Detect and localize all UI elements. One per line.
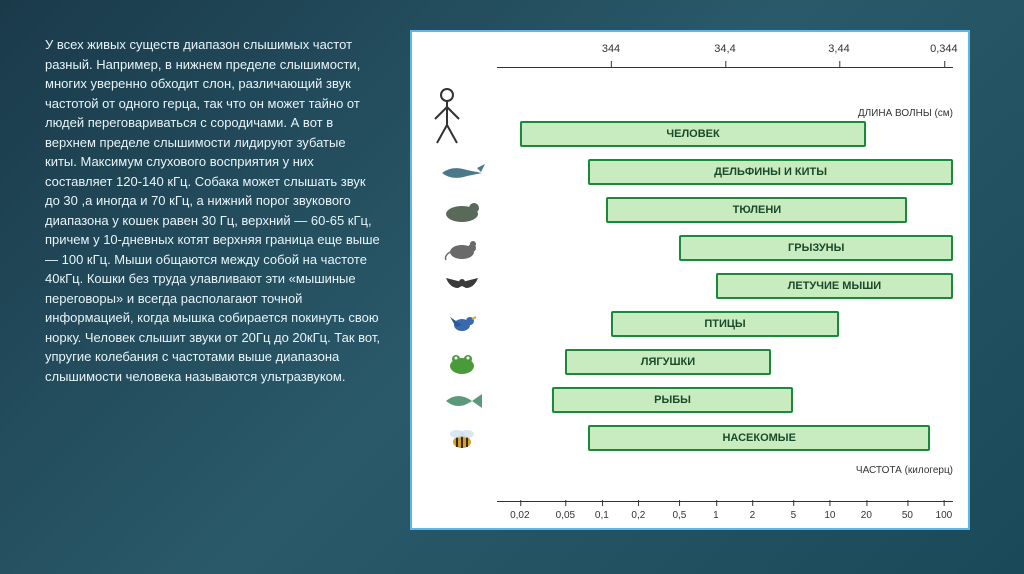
chart-row: ГРЫЗУНЫ: [427, 231, 953, 267]
range-bar: ЛЯГУШКИ: [565, 349, 770, 375]
bar-track: РЫБЫ: [497, 387, 953, 415]
bar-track: НАСЕКОМЫЕ: [497, 425, 953, 453]
frequency-tick: 0,5: [672, 510, 686, 521]
frequency-tick: 50: [902, 510, 913, 521]
bar-track: ГРЫЗУНЫ: [497, 235, 953, 263]
frequency-tick: 100: [936, 510, 953, 521]
wavelength-tick: 344: [602, 43, 620, 55]
wavelength-tick: 3,44: [828, 43, 849, 55]
frog-icon: [427, 350, 497, 376]
frequency-tick: 0,1: [595, 510, 609, 521]
chart-row: ЧЕЛОВЕК: [427, 117, 953, 153]
range-bar: ГРЫЗУНЫ: [679, 235, 953, 261]
range-bar: ЛЕТУЧИЕ МЫШИ: [716, 273, 953, 299]
range-bar: ТЮЛЕНИ: [606, 197, 907, 223]
bar-track: ДЕЛЬФИНЫ И КИТЫ: [497, 159, 953, 187]
frequency-tick: 2: [750, 510, 756, 521]
bird-icon: [427, 311, 497, 339]
hearing-range-chart: 34434,43,440,344 ДЛИНА ВОЛНЫ (см) ЧЕЛОВЕ…: [410, 30, 970, 530]
bar-track: ТЮЛЕНИ: [497, 197, 953, 225]
rodent-icon: [427, 236, 497, 262]
range-bar: РЫБЫ: [552, 387, 794, 413]
chart-row: ПТИЦЫ: [427, 307, 953, 343]
frequency-tick: 1: [713, 510, 719, 521]
wavelength-tick: 0,344: [930, 43, 958, 55]
range-bar: ДЕЛЬФИНЫ И КИТЫ: [588, 159, 953, 185]
bar-track: ЛЕТУЧИЕ МЫШИ: [497, 273, 953, 301]
chart-row: ЛЯГУШКИ: [427, 345, 953, 381]
seal-icon: [427, 198, 497, 224]
range-bar: ПТИЦЫ: [611, 311, 839, 337]
chart-rows: ЧЕЛОВЕК ДЕЛЬФИНЫ И КИТЫ ТЮЛЕНИ ГРЫЗУНЫ ЛЕТУЧ…: [427, 117, 953, 457]
wavelength-tick: 34,4: [714, 43, 735, 55]
chart-panel: 34434,43,440,344 ДЛИНА ВОЛНЫ (см) ЧЕЛОВЕ…: [400, 0, 1024, 574]
frequency-tick: 0,2: [631, 510, 645, 521]
frequency-tick: 10: [824, 510, 835, 521]
bar-track: ЛЯГУШКИ: [497, 349, 953, 377]
bar-track: ПТИЦЫ: [497, 311, 953, 339]
text-panel: У всех живых существ диапазон слышимых ч…: [0, 0, 400, 574]
frequency-tick: 5: [791, 510, 797, 521]
bee-icon: [427, 426, 497, 452]
wavelength-axis: 34434,43,440,344 ДЛИНА ВОЛНЫ (см): [497, 67, 953, 97]
bar-track: ЧЕЛОВЕК: [497, 121, 953, 149]
body-text: У всех живых существ диапазон слышимых ч…: [45, 35, 380, 386]
range-bar: ЧЕЛОВЕК: [520, 121, 867, 147]
chart-row: ЛЕТУЧИЕ МЫШИ: [427, 269, 953, 305]
frequency-tick: 0,05: [556, 510, 575, 521]
bat-icon: [427, 274, 497, 300]
range-bar: НАСЕКОМЫЕ: [588, 425, 930, 451]
chart-row: ТЮЛЕНИ: [427, 193, 953, 229]
frequency-tick: 20: [861, 510, 872, 521]
chart-row: РЫБЫ: [427, 383, 953, 419]
chart-row: ДЕЛЬФИНЫ И КИТЫ: [427, 155, 953, 191]
frequency-axis-label: ЧАСТОТА (килогерц): [856, 465, 953, 476]
frequency-axis: 0,020,050,10,20,5125102050100 ЧАСТОТА (к…: [497, 472, 953, 502]
frequency-tick: 0,02: [510, 510, 529, 521]
dolphin-icon: [427, 160, 497, 186]
fish-icon: [427, 389, 497, 413]
chart-row: НАСЕКОМЫЕ: [427, 421, 953, 457]
